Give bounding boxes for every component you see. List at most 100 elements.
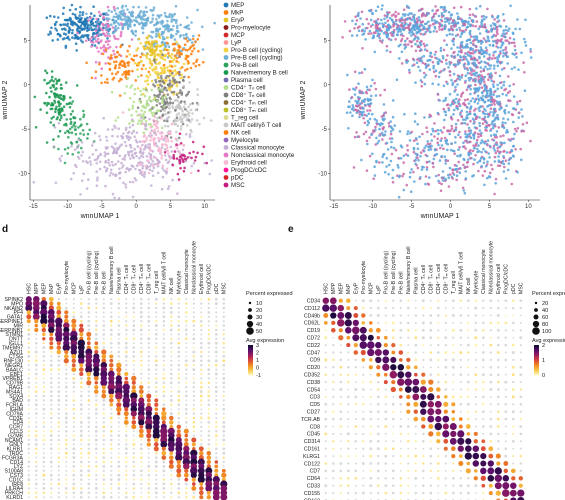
umap-point [392, 25, 395, 28]
dotplot-dot [72, 425, 75, 428]
umap-point [368, 105, 372, 108]
umap-point [99, 27, 103, 31]
umap-point [383, 14, 387, 17]
dotplot-row-label: KLRD1 [6, 495, 23, 500]
umap-point [152, 122, 156, 125]
umap-point [412, 24, 416, 28]
dotplot-dot [146, 442, 151, 447]
umap-point [375, 119, 379, 122]
umap-point [177, 136, 181, 140]
umap-point [113, 124, 116, 128]
umap-point [95, 46, 99, 49]
umap-point [367, 112, 371, 116]
umap-point [105, 17, 108, 20]
umap-point [88, 26, 91, 29]
umap-point [118, 10, 122, 14]
dotplot-dot [34, 350, 38, 354]
umap-point [105, 78, 109, 81]
umap-point [111, 26, 115, 29]
umap-point [366, 103, 370, 106]
umap-cluster [110, 75, 167, 134]
umap-point [506, 168, 510, 172]
umap-point [459, 5, 463, 9]
dotplot-dot [42, 430, 45, 433]
dotplot-dot [72, 434, 76, 437]
umap-point [155, 122, 159, 125]
umap-point [142, 92, 145, 96]
umap-point [476, 94, 480, 98]
umap-point [101, 22, 105, 26]
umap-point [141, 14, 145, 18]
umap-point [157, 149, 161, 153]
umap-point [496, 16, 499, 20]
umap-point [173, 54, 177, 58]
umap-point [175, 26, 179, 30]
umap-point [419, 43, 423, 47]
umap-point [497, 103, 501, 106]
umap-point [164, 124, 167, 128]
umap-point [451, 171, 455, 175]
umap-point [464, 74, 468, 77]
umap-point [156, 130, 160, 133]
umap-point [155, 48, 158, 51]
dotplot-dot [215, 408, 218, 411]
umap-point [157, 109, 161, 112]
dotplot-dot [72, 381, 76, 385]
umap-point [86, 132, 90, 136]
umap-point [417, 15, 421, 19]
dotplot-dot [161, 415, 167, 421]
umap-point [372, 177, 376, 180]
dotplot-dot [177, 394, 181, 398]
dotplot-dot [57, 373, 60, 375]
dotplot-dot [162, 315, 166, 319]
umap-point [140, 74, 143, 77]
dotplot-dot [42, 434, 45, 437]
dotplot-dot [215, 447, 218, 451]
umap-point [406, 17, 410, 21]
umap-point [523, 40, 527, 44]
dotplot-dot [147, 368, 151, 371]
dotplot-dot [117, 350, 121, 354]
umap-point [77, 151, 80, 154]
dotplot-dot [162, 359, 165, 362]
umap-point [177, 143, 181, 147]
umap-point [483, 158, 486, 161]
dotplot-dot [94, 438, 98, 442]
umap-point [171, 178, 174, 182]
dotplot-dot [110, 452, 113, 455]
umap-point [160, 105, 163, 108]
dotplot-dot [125, 302, 128, 305]
dotplot-dot [177, 386, 180, 389]
umap-point [357, 82, 360, 85]
umap-point [157, 160, 161, 163]
dotplot-dot [80, 417, 83, 419]
umap-point [109, 56, 113, 59]
umap-point [68, 8, 72, 12]
umap-point [512, 144, 515, 148]
umap-point [70, 125, 74, 129]
umap-point [137, 5, 140, 9]
umap-point [165, 167, 169, 171]
dotplot-dot [117, 315, 120, 318]
umap-point [491, 83, 495, 86]
dotplot-dot [57, 452, 60, 455]
dotplot-dot [72, 306, 75, 310]
umap-point [456, 119, 460, 122]
umap-batch-xlabel: wnnUMAP 1 [420, 213, 460, 220]
umap-point [71, 29, 74, 32]
dotplot-dot [199, 399, 203, 402]
umap-point [459, 17, 462, 21]
umap-point [45, 16, 49, 20]
dotplot-dot [64, 354, 69, 359]
umap-point [502, 80, 506, 84]
umap-point [458, 167, 461, 170]
umap-point [518, 111, 521, 115]
umap-point [187, 90, 191, 94]
umap-point [54, 88, 57, 91]
umap-point [464, 170, 468, 173]
umap-point [386, 35, 389, 39]
umap-point [179, 106, 182, 109]
umap-point [426, 12, 430, 15]
umap-point [477, 49, 481, 52]
umap-cluster [345, 67, 387, 139]
